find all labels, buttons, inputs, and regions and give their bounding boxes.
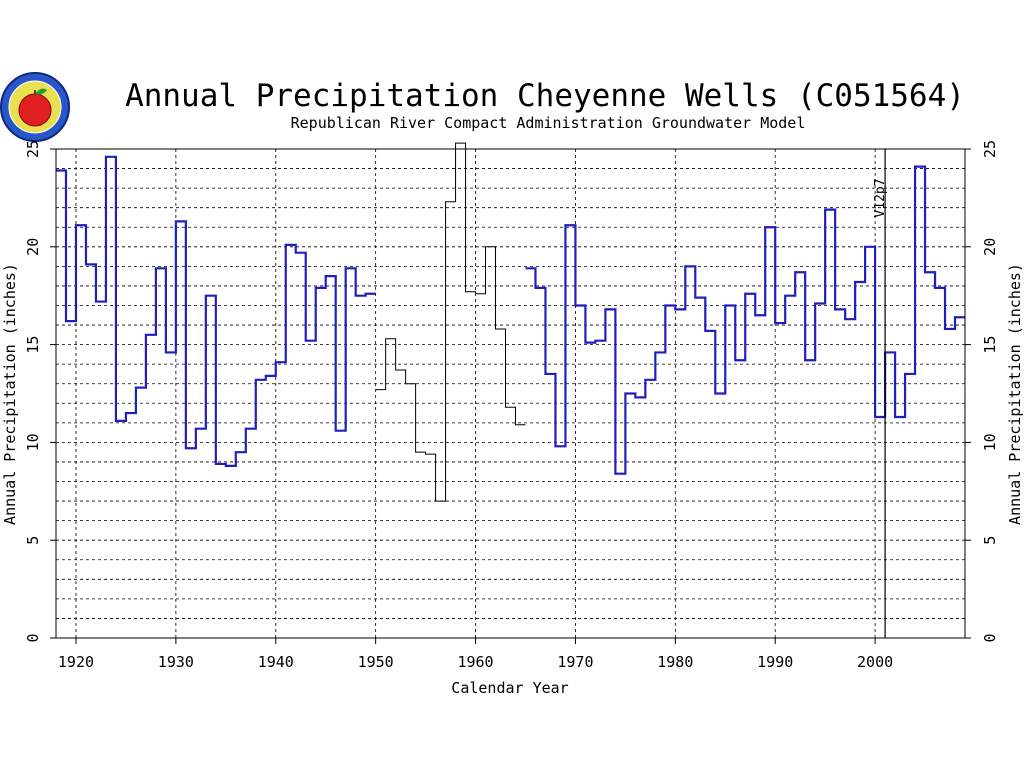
x-tick-label: 1920	[58, 653, 94, 671]
grid-lines	[56, 149, 965, 638]
plot-frame	[55, 148, 966, 639]
y-tick-label-left: 0	[24, 633, 42, 642]
y-tick-label-left: 20	[24, 238, 42, 256]
y-axis-label-left: Annual Precipitation (inches)	[1, 263, 19, 525]
x-tick-label: 1990	[757, 653, 793, 671]
axis-ticks: 1920 1930 1940 1950 1960 1970 1980 1990 2000 0 0 5 5…	[24, 140, 999, 671]
y-tick-label-right: 5	[981, 536, 999, 545]
annotation-layer: V12p7	[873, 149, 888, 638]
y-tick-label-right: 15	[981, 336, 999, 354]
y-tick-label-right: 20	[981, 238, 999, 256]
x-axis-label: Calendar Year	[451, 679, 568, 697]
y-axis-label-right: Annual Precipitation (inches)	[1006, 263, 1024, 525]
chart-title: Annual Precipitation Cheyenne Wells (C05…	[125, 78, 965, 114]
chart-subtitle: Republican River Compact Administration …	[291, 114, 806, 132]
series-line-filled	[375, 142, 526, 502]
logo-seal	[0, 72, 70, 142]
y-tick-label-right: 10	[981, 433, 999, 451]
x-tick-label: 1940	[258, 653, 294, 671]
precipitation-series	[56, 142, 965, 502]
x-tick-label: 1980	[657, 653, 693, 671]
x-tick-label: 2000	[857, 653, 893, 671]
y-tick-label-left: 5	[24, 536, 42, 545]
y-tick-label-right: 25	[981, 140, 999, 158]
x-tick-label: 1960	[457, 653, 493, 671]
annotation-label: V12p7	[873, 178, 888, 217]
y-tick-label-left: 25	[24, 140, 42, 158]
x-tick-label: 1930	[158, 653, 194, 671]
series-line-observed	[525, 165, 965, 475]
x-tick-label: 1970	[557, 653, 593, 671]
y-tick-label-left: 15	[24, 336, 42, 354]
x-tick-label: 1950	[358, 653, 394, 671]
series-line-observed	[56, 155, 376, 467]
y-tick-label-right: 0	[981, 633, 999, 642]
y-tick-label-left: 10	[24, 433, 42, 451]
